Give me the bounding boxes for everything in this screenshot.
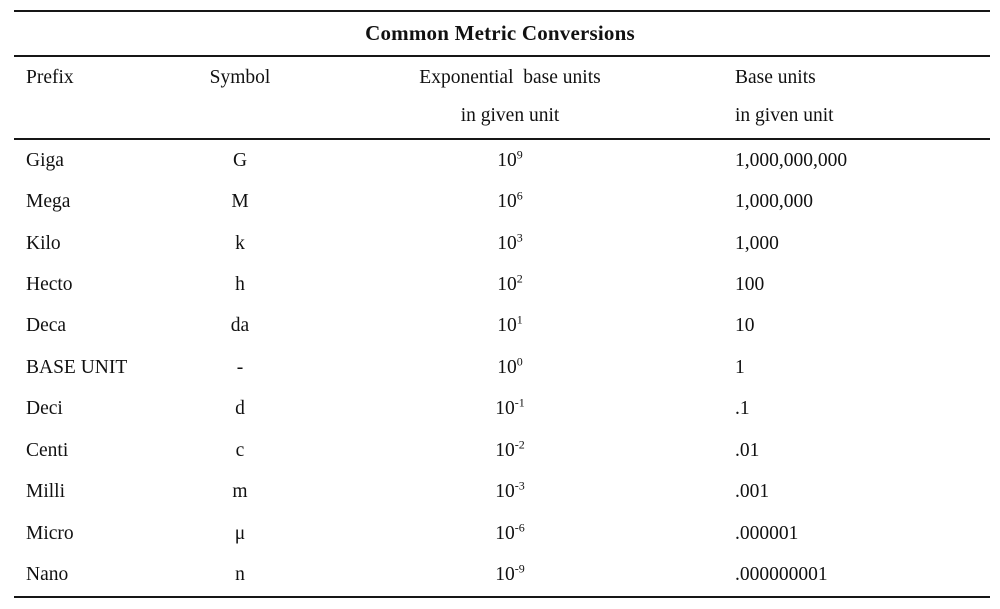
exponent: 0 xyxy=(516,354,523,369)
header-prefix: Prefix xyxy=(14,59,190,138)
cell-prefix: Kilo xyxy=(26,232,61,254)
cell-prefix: BASE UNIT xyxy=(26,356,128,378)
cell-symbol: μ xyxy=(234,522,246,544)
table-row: BASE UNIT - 100 1 xyxy=(14,347,990,388)
header-exponential: Exponential base units in given unit xyxy=(290,59,730,138)
cell-exponential: 106 xyxy=(497,188,523,213)
table-row: Deci d 10-1 .1 xyxy=(14,389,990,430)
table-row: Nano n 10-9 .000000001 xyxy=(14,554,990,595)
header-exponential-line1: Exponential base units xyxy=(419,67,601,88)
exponent: -9 xyxy=(514,561,525,576)
cell-prefix: Mega xyxy=(26,191,71,213)
cell-base-units: 1,000,000 xyxy=(735,191,813,213)
table-body: Giga G 109 1,000,000,000 Mega M 106 1,000,000 Ki… xyxy=(0,140,1000,596)
table-row: Mega M 106 1,000,000 xyxy=(14,181,990,222)
cell-exponential: 10-9 xyxy=(495,561,525,586)
cell-exponential: 103 xyxy=(497,230,523,254)
cell-exponential: 10-6 xyxy=(495,520,525,544)
table-row: Centi c 10-2 .01 xyxy=(14,430,990,471)
table-row: Micro μ 10-6 .000001 xyxy=(14,513,990,554)
cell-exponential: 10-2 xyxy=(495,437,525,461)
table-header-row: Prefix Symbol Exponential base units in … xyxy=(14,57,990,138)
horizontal-rule xyxy=(14,138,990,140)
exponent: 9 xyxy=(516,147,523,162)
cell-symbol: c xyxy=(235,439,245,461)
cell-exponential: 102 xyxy=(497,271,523,296)
cell-base-units: 1,000,000,000 xyxy=(735,149,848,171)
header-symbol-label: Symbol xyxy=(209,67,271,88)
table-row: Kilo k 103 1,000 xyxy=(14,223,990,264)
cell-symbol: d xyxy=(235,398,245,420)
horizontal-rule xyxy=(14,55,990,57)
cell-base-units: 100 xyxy=(735,274,765,296)
horizontal-rule xyxy=(14,10,990,12)
table-row: Milli m 10-3 .001 xyxy=(14,472,990,513)
cell-base-units: 1 xyxy=(735,356,745,378)
header-exponential-line2: in given unit xyxy=(460,105,560,126)
exponent: -2 xyxy=(514,437,525,452)
cell-symbol: m xyxy=(232,481,248,503)
cell-base-units: .000001 xyxy=(735,522,799,544)
header-base-units: Base units in given unit xyxy=(730,59,990,138)
header-base-units-line1: Base units xyxy=(735,67,816,88)
cell-base-units: .000000001 xyxy=(735,564,828,586)
cell-exponential: 101 xyxy=(497,312,523,337)
cell-prefix: Milli xyxy=(26,481,66,503)
cell-prefix: Giga xyxy=(26,149,64,171)
exponent: 3 xyxy=(516,230,523,245)
cell-symbol: k xyxy=(235,232,245,254)
cell-exponential: 10-3 xyxy=(495,478,525,503)
table-row: Giga G 109 1,000,000,000 xyxy=(14,140,990,181)
cell-prefix: Hecto xyxy=(26,274,73,296)
cell-base-units: .001 xyxy=(735,481,770,503)
cell-prefix: Micro xyxy=(26,522,74,544)
cell-prefix: Deca xyxy=(26,315,67,337)
header-base-units-line2: in given unit xyxy=(735,105,834,126)
cell-exponential: 109 xyxy=(497,147,523,171)
table-title: Common Metric Conversions xyxy=(365,21,635,45)
cell-symbol: - xyxy=(236,356,244,378)
exponent: 6 xyxy=(516,188,523,203)
header-symbol: Symbol xyxy=(190,59,290,138)
cell-prefix: Deci xyxy=(26,398,63,420)
cell-symbol: da xyxy=(230,315,250,337)
table-row: Hecto h 102 100 xyxy=(14,264,990,305)
cell-prefix: Centi xyxy=(26,439,69,461)
title-row: Common Metric Conversions xyxy=(0,12,1000,55)
horizontal-rule xyxy=(14,596,990,598)
cell-symbol: n xyxy=(235,564,245,586)
cell-base-units: .01 xyxy=(735,439,760,461)
cell-prefix: Nano xyxy=(26,564,69,586)
cell-base-units: 1,000 xyxy=(735,232,779,254)
cell-exponential: 100 xyxy=(497,354,523,378)
table-row: Deca da 101 10 xyxy=(14,306,990,347)
exponent: 1 xyxy=(516,312,523,327)
cell-base-units: 10 xyxy=(735,315,755,337)
cell-symbol: G xyxy=(232,149,248,171)
cell-exponential: 10-1 xyxy=(495,395,525,420)
exponent: 2 xyxy=(516,271,523,286)
header-prefix-label: Prefix xyxy=(26,67,74,88)
exponent: -6 xyxy=(514,520,525,535)
exponent: -3 xyxy=(514,478,525,493)
exponent: -1 xyxy=(514,395,525,410)
cell-symbol: h xyxy=(235,274,245,296)
cell-base-units: .1 xyxy=(735,398,750,420)
cell-symbol: M xyxy=(231,191,249,213)
